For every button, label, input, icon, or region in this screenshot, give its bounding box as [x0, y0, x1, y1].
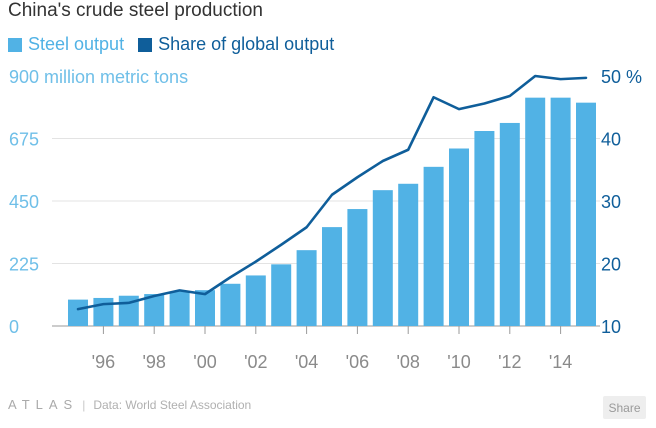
- bar: [245, 275, 266, 326]
- bar: [271, 264, 292, 326]
- x-tick-label: '98: [142, 352, 165, 372]
- bar: [550, 97, 571, 327]
- right-axis-top-label: 50 %: [601, 67, 642, 87]
- chart-title: China's crude steel production: [8, 0, 263, 21]
- bar: [144, 294, 165, 326]
- bar: [347, 209, 368, 326]
- legend-label-steel-output: Steel output: [28, 34, 125, 54]
- footer-separator: |: [82, 397, 86, 412]
- x-tick-label: '08: [396, 352, 419, 372]
- right-tick-label: 40: [601, 130, 621, 150]
- left-tick-label: 225: [9, 255, 39, 275]
- left-tick-label: 675: [9, 130, 39, 150]
- legend-label-share-global: Share of global output: [158, 34, 335, 54]
- left-tick-label: 0: [9, 317, 19, 337]
- x-tick-label: '00: [193, 352, 216, 372]
- x-tick-label: '06: [346, 352, 369, 372]
- legend-swatch-share-global: [138, 37, 153, 52]
- x-tick-label: '02: [244, 352, 267, 372]
- bar: [169, 291, 190, 326]
- atlas-logo: ATLAS: [8, 397, 79, 412]
- bar: [68, 299, 88, 326]
- bar: [576, 102, 596, 327]
- chart-legend: Steel output Share of global output: [8, 34, 348, 55]
- legend-swatch-steel-output: [8, 37, 22, 52]
- x-tick-label: '14: [549, 352, 572, 372]
- share-line: [76, 74, 588, 311]
- legend-item-share-global: Share of global output: [138, 34, 334, 55]
- share-button[interactable]: Share: [603, 396, 646, 419]
- x-tick-label: '96: [92, 352, 115, 372]
- x-tick-label: '10: [447, 352, 470, 372]
- bar: [220, 283, 241, 326]
- bar: [423, 166, 444, 326]
- bar: [322, 227, 342, 326]
- left-axis-top-label: 900 million metric tons: [9, 67, 188, 87]
- x-tick-label: '04: [295, 352, 318, 372]
- bar: [525, 97, 546, 327]
- footer: ATLAS | Data: World Steel Association: [8, 397, 251, 412]
- right-tick-label: 20: [601, 255, 621, 275]
- bar: [296, 250, 317, 326]
- bar: [195, 290, 215, 326]
- source-note: Data: World Steel Association: [93, 397, 252, 412]
- bar: [474, 131, 495, 326]
- bar: [372, 190, 393, 326]
- right-tick-label: 10: [601, 317, 621, 337]
- left-tick-label: 450: [9, 192, 39, 212]
- x-tick-label: '12: [498, 352, 521, 372]
- bar: [93, 297, 114, 326]
- legend-item-steel-output: Steel output: [8, 34, 124, 55]
- bar: [499, 122, 520, 326]
- bar: [449, 148, 469, 326]
- right-tick-label: 30: [601, 192, 621, 212]
- bar: [398, 183, 419, 326]
